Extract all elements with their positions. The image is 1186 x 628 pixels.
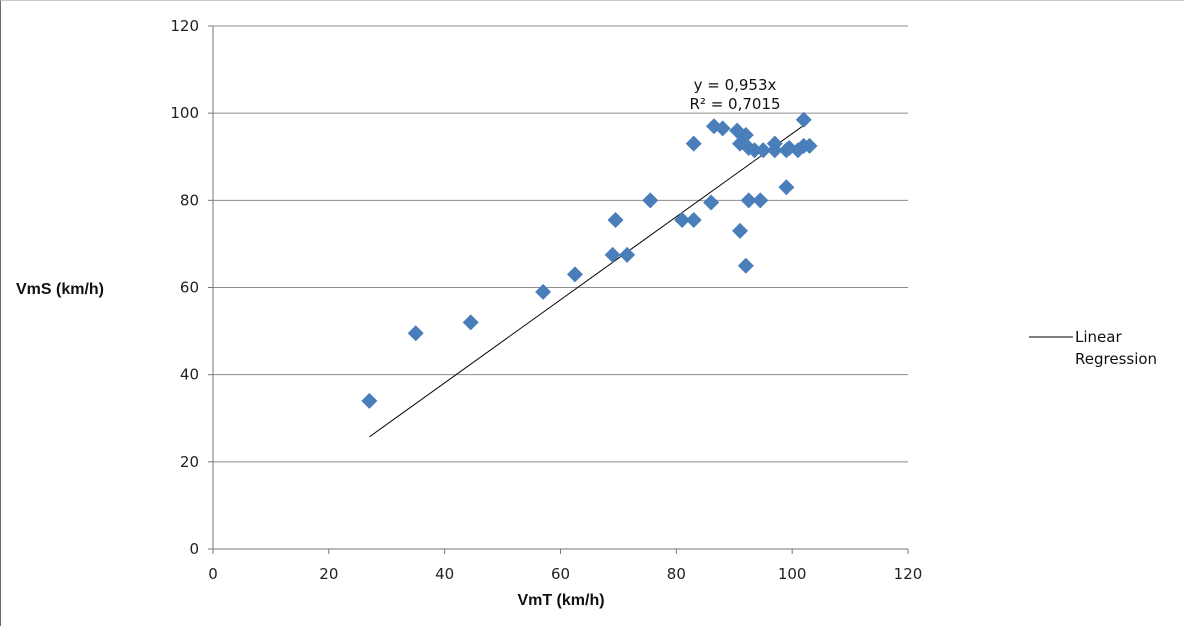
y-tick-label-80: 80 bbox=[180, 191, 199, 209]
data-point bbox=[752, 192, 769, 209]
data-point bbox=[566, 266, 583, 283]
data-point bbox=[604, 246, 621, 263]
trendline-group bbox=[369, 124, 805, 438]
data-point bbox=[746, 142, 763, 159]
data-point bbox=[642, 192, 659, 209]
trendline bbox=[369, 124, 805, 438]
y-tick-label-100: 100 bbox=[170, 104, 199, 122]
data-point bbox=[755, 142, 772, 159]
legend-label-line2: Regression bbox=[1075, 350, 1157, 368]
y-tick-label-40: 40 bbox=[180, 366, 199, 384]
y-tick-label-20: 20 bbox=[180, 453, 199, 471]
x-tick-label-100: 100 bbox=[778, 565, 807, 583]
x-tick-label-80: 80 bbox=[667, 565, 686, 583]
data-point bbox=[607, 211, 624, 228]
data-point bbox=[714, 120, 731, 137]
axes bbox=[208, 25, 909, 554]
y-tick-labels: 0 20 40 60 80 100 120 bbox=[170, 17, 199, 558]
x-tick-label-60: 60 bbox=[551, 565, 570, 583]
data-point bbox=[685, 211, 702, 228]
y-tick-label-60: 60 bbox=[180, 279, 199, 297]
data-point bbox=[685, 135, 702, 152]
data-point bbox=[740, 192, 757, 209]
data-point bbox=[778, 179, 795, 196]
data-point bbox=[703, 194, 720, 211]
legend: Linear Regression bbox=[1029, 328, 1157, 368]
x-tick-label-20: 20 bbox=[319, 565, 338, 583]
data-point bbox=[732, 222, 749, 239]
data-point bbox=[619, 246, 636, 263]
trendline-r-squared: R² = 0,7015 bbox=[689, 95, 780, 113]
x-tick-label-0: 0 bbox=[208, 565, 218, 583]
x-tick-labels: 0 20 40 60 80 100 120 bbox=[208, 565, 922, 583]
data-point bbox=[674, 211, 691, 228]
data-point bbox=[737, 126, 754, 143]
y-tick-label-120: 120 bbox=[170, 17, 199, 35]
data-point bbox=[795, 111, 812, 128]
x-tick-label-120: 120 bbox=[894, 565, 923, 583]
trendline-equation: y = 0,953x bbox=[694, 76, 777, 94]
data-point bbox=[462, 314, 479, 331]
gridlines bbox=[213, 25, 908, 463]
data-point bbox=[737, 257, 754, 274]
x-tick-label-40: 40 bbox=[435, 565, 454, 583]
x-axis-title: VmT (km/h) bbox=[517, 592, 604, 609]
y-tick-label-0: 0 bbox=[189, 540, 199, 558]
y-axis-title: VmS (km/h) bbox=[16, 281, 104, 298]
data-point bbox=[535, 283, 552, 300]
data-point bbox=[407, 325, 424, 342]
data-point bbox=[766, 142, 783, 159]
data-point bbox=[801, 137, 818, 154]
legend-label-line1: Linear bbox=[1075, 328, 1122, 346]
data-points bbox=[361, 111, 818, 409]
data-point bbox=[361, 392, 378, 409]
